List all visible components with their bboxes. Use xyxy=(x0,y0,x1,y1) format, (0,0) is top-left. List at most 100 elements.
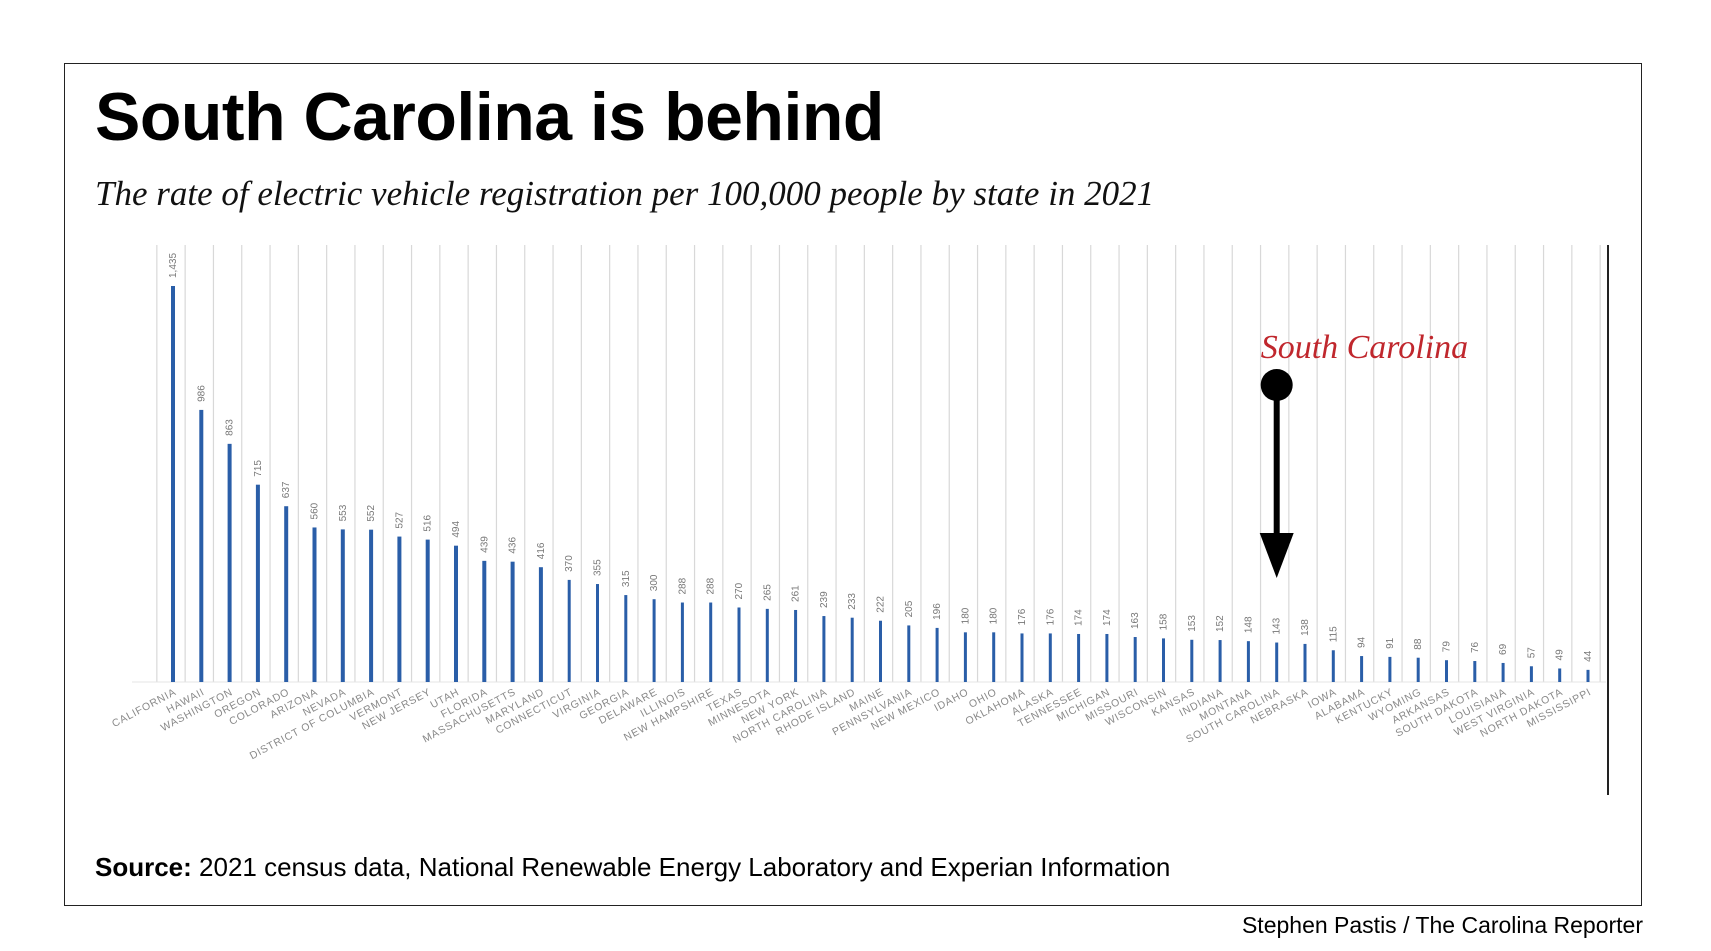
value-label: 152 xyxy=(1215,615,1226,632)
bar-idaho xyxy=(963,632,967,682)
bar-kentucky xyxy=(1388,656,1392,682)
value-label: 315 xyxy=(621,570,632,587)
value-label: 239 xyxy=(819,591,830,608)
value-label: 79 xyxy=(1442,641,1453,653)
bar-iowa xyxy=(1331,650,1335,682)
value-label: 69 xyxy=(1498,643,1509,655)
value-label: 88 xyxy=(1413,638,1424,650)
value-label: 143 xyxy=(1272,617,1283,634)
value-label: 288 xyxy=(706,577,717,594)
value-label: 436 xyxy=(508,537,519,554)
value-label: 196 xyxy=(932,603,943,620)
value-label: 163 xyxy=(1130,612,1141,629)
credit: Stephen Pastis / The Carolina Reporter xyxy=(1241,912,1643,938)
value-label: 265 xyxy=(762,584,773,601)
bar-new-mexico xyxy=(935,627,939,682)
value-label: 300 xyxy=(649,574,660,591)
bar-ohio xyxy=(992,632,996,682)
value-label: 205 xyxy=(904,600,915,617)
bar-colorado xyxy=(284,506,289,682)
value-label: 176 xyxy=(1045,608,1056,625)
bar-nevada xyxy=(340,529,345,682)
bar-oklahoma xyxy=(1020,633,1024,682)
bar-maryland xyxy=(538,567,543,682)
bar-virginia xyxy=(596,584,599,682)
bar-delaware xyxy=(652,599,656,682)
source-label: Source: xyxy=(95,852,192,882)
value-label: 44 xyxy=(1583,650,1594,662)
bar-california xyxy=(171,286,175,682)
bar-rhode-island xyxy=(850,617,854,682)
value-label: 1,435 xyxy=(168,253,179,278)
bar-new-hampshire xyxy=(709,602,713,682)
chart-frame xyxy=(64,63,1642,906)
bar-maine xyxy=(879,620,882,682)
bar-wisconsin xyxy=(1162,638,1165,682)
bar-arizona xyxy=(312,527,317,682)
value-label: 637 xyxy=(281,481,292,498)
bar-south-dakota xyxy=(1473,661,1477,682)
bar-north-dakota xyxy=(1558,668,1562,682)
bar-illinois xyxy=(680,602,684,682)
value-label: 57 xyxy=(1526,647,1537,659)
bar-tennessee xyxy=(1077,633,1081,682)
bar-new-york xyxy=(794,609,798,682)
chart-subtitle: The rate of electric vehicle registratio… xyxy=(95,174,1155,213)
annotation-label: South Carolina xyxy=(1261,329,1469,366)
value-label: 516 xyxy=(423,514,434,531)
value-label: 233 xyxy=(847,593,858,610)
bar-massachusetts xyxy=(510,561,515,682)
value-label: 560 xyxy=(310,502,321,519)
bar-louisiana xyxy=(1501,662,1505,682)
bar-hawaii xyxy=(199,409,204,682)
bar-georgia xyxy=(624,595,628,682)
bar-arkansas xyxy=(1445,660,1448,682)
bar-connecticut xyxy=(567,579,571,682)
value-label: 370 xyxy=(564,555,575,572)
value-label: 553 xyxy=(338,504,349,521)
value-label: 715 xyxy=(253,460,264,477)
value-label: 153 xyxy=(1187,615,1198,632)
value-label: 355 xyxy=(593,559,604,576)
value-label: 494 xyxy=(451,521,462,538)
bar-alabama xyxy=(1360,656,1364,682)
bar-kansas xyxy=(1190,639,1194,682)
value-label: 115 xyxy=(1328,626,1339,642)
bar-south-carolina xyxy=(1275,642,1279,682)
value-label: 180 xyxy=(989,607,1000,624)
value-label: 180 xyxy=(960,607,971,624)
bar-montana xyxy=(1246,641,1250,682)
value-label: 261 xyxy=(791,585,802,602)
value-label: 76 xyxy=(1470,641,1481,653)
bar-minnesota xyxy=(765,608,769,682)
bar-florida xyxy=(482,560,487,682)
value-label: 527 xyxy=(394,511,405,528)
value-label: 174 xyxy=(1074,609,1085,626)
chart-title: South Carolina is behind xyxy=(95,79,884,155)
value-label: 863 xyxy=(225,419,236,436)
value-label: 138 xyxy=(1300,619,1311,636)
bar-texas xyxy=(737,607,741,682)
value-label: 148 xyxy=(1243,616,1254,633)
bar-washington xyxy=(227,443,232,682)
bar-indiana xyxy=(1218,640,1222,682)
value-label: 986 xyxy=(196,385,207,402)
value-label: 158 xyxy=(1159,613,1170,630)
bar-nebraska xyxy=(1303,643,1307,682)
bar-oregon xyxy=(255,484,260,682)
bar-michigan xyxy=(1105,633,1109,682)
bar-mississippi xyxy=(1586,669,1590,682)
bar-west-virginia xyxy=(1529,666,1533,682)
value-label: 222 xyxy=(876,596,887,613)
bar-north-carolina xyxy=(822,616,826,682)
value-label: 270 xyxy=(734,582,745,599)
value-label: 49 xyxy=(1555,649,1566,661)
source-note: Source: 2021 census data, National Renew… xyxy=(95,852,1170,883)
value-label: 439 xyxy=(479,536,490,553)
value-label: 94 xyxy=(1357,636,1368,648)
bar-pennsylvania xyxy=(907,625,911,682)
bar-utah xyxy=(454,545,458,682)
value-label: 176 xyxy=(1017,608,1028,625)
bar-wyoming xyxy=(1416,657,1420,682)
